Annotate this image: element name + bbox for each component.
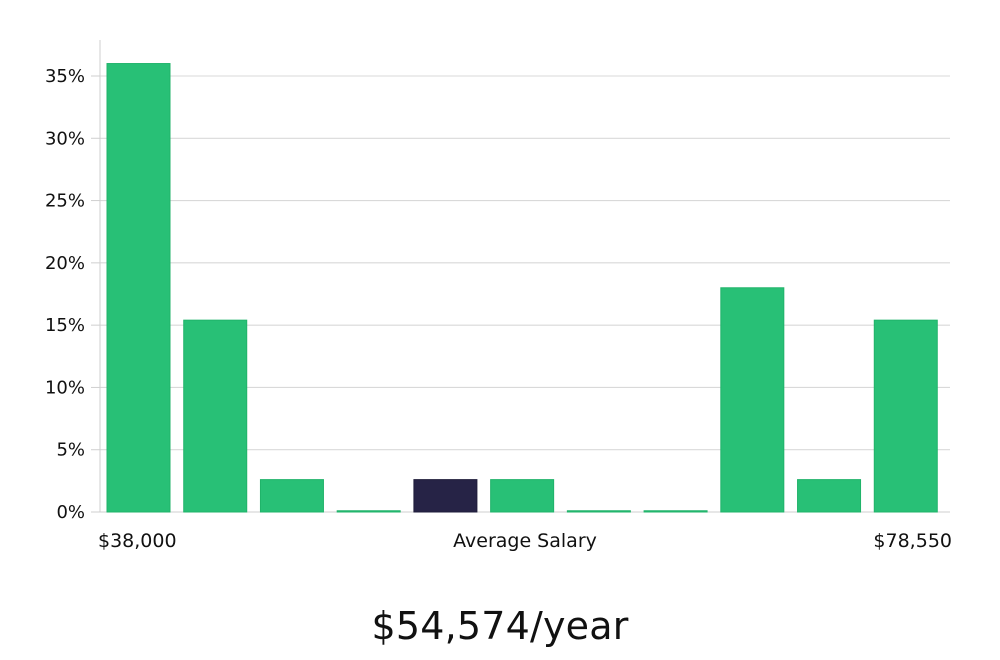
y-tick-label: 5%: [56, 440, 85, 461]
y-tick-label: 15%: [45, 315, 85, 336]
y-tick-label: 25%: [45, 191, 85, 212]
bar: [336, 510, 401, 513]
bar: [797, 479, 862, 513]
bar: [259, 479, 324, 513]
y-tick-label: 35%: [45, 66, 85, 87]
bar: [566, 510, 631, 513]
x-label-center: Average Salary: [453, 530, 597, 552]
x-label-right: $78,550: [873, 530, 952, 552]
bar: [873, 319, 938, 513]
average-salary-value: $54,574/year: [371, 604, 629, 648]
bar: [490, 479, 555, 513]
x-label-left: $38,000: [98, 530, 177, 552]
bar: [643, 510, 708, 513]
y-tick-label: 10%: [45, 377, 85, 398]
bar: [720, 287, 785, 513]
highlighted-bar: [413, 479, 478, 513]
y-tick-label: 20%: [45, 253, 85, 274]
y-tick-label: 30%: [45, 128, 85, 149]
bar: [183, 319, 248, 513]
bar: [106, 63, 171, 513]
y-tick-label: 0%: [56, 502, 85, 523]
